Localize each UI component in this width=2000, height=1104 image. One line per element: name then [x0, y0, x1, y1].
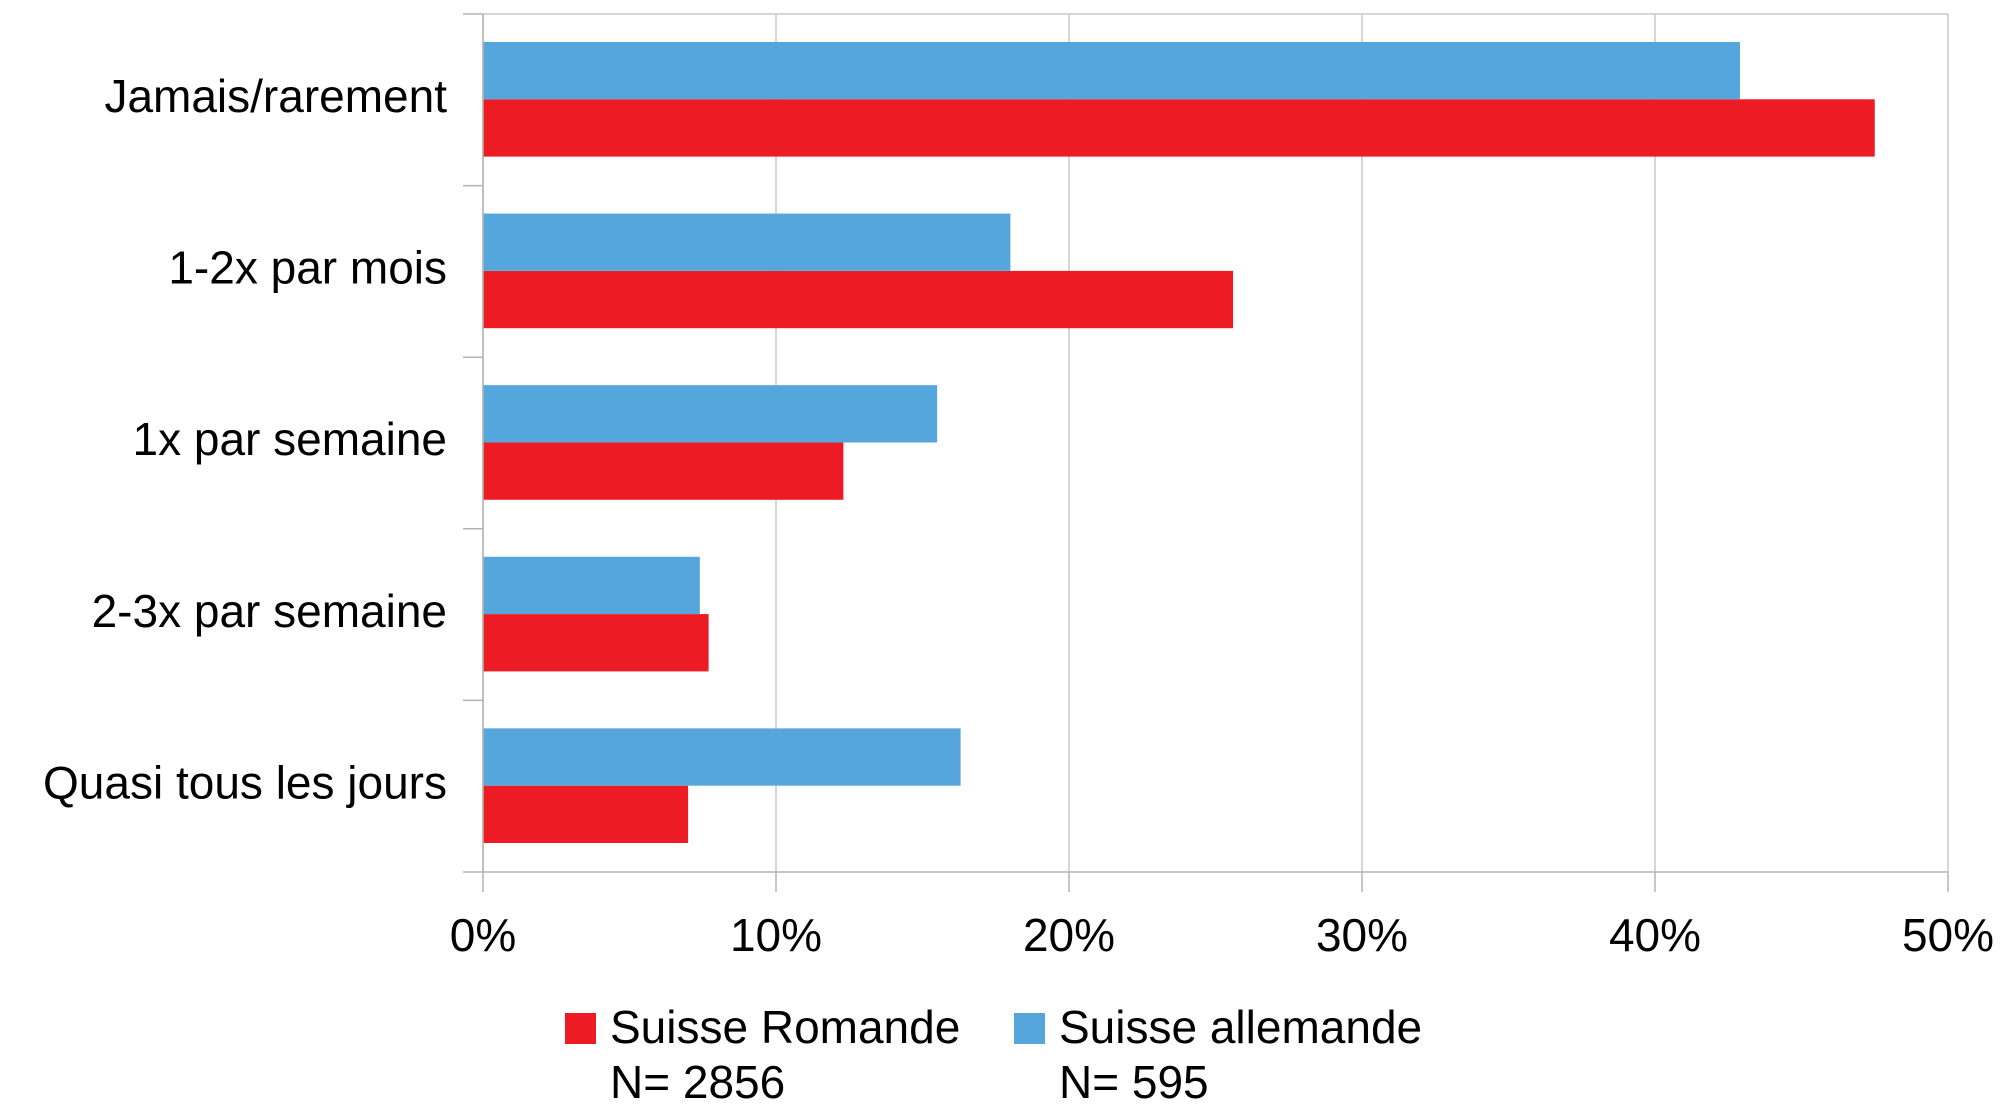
- legend-swatch: [1014, 1013, 1045, 1044]
- bar: [483, 614, 709, 672]
- bar: [483, 270, 1234, 329]
- bar: [483, 785, 689, 843]
- x-tick-label: 0%: [450, 909, 516, 961]
- bar: [483, 41, 1740, 100]
- legend-note: N= 595: [1059, 1056, 1209, 1104]
- legend-label: Suisse allemande: [1059, 1001, 1422, 1053]
- y-tick-label: 1x par semaine: [133, 413, 448, 465]
- legend-swatch: [565, 1013, 596, 1044]
- y-tick-label: Quasi tous les jours: [43, 756, 447, 808]
- bar: [483, 556, 700, 615]
- y-tick-label: Jamais/rarement: [104, 70, 447, 122]
- x-tick-label: 50%: [1902, 909, 1994, 961]
- x-tick-label: 10%: [730, 909, 822, 961]
- bar: [483, 213, 1011, 271]
- x-tick-label: 20%: [1023, 909, 1115, 961]
- y-tick-label: 1-2x par mois: [168, 242, 447, 294]
- bar: [483, 385, 938, 443]
- y-tick-label: 2-3x par semaine: [92, 585, 447, 637]
- x-tick-label: 30%: [1316, 909, 1408, 961]
- x-tick-label: 40%: [1609, 909, 1701, 961]
- bar: [483, 442, 844, 500]
- legend-label: Suisse Romande: [610, 1001, 960, 1053]
- bar: [483, 99, 1875, 157]
- bar: [483, 728, 961, 786]
- legend-note: N= 2856: [610, 1056, 785, 1104]
